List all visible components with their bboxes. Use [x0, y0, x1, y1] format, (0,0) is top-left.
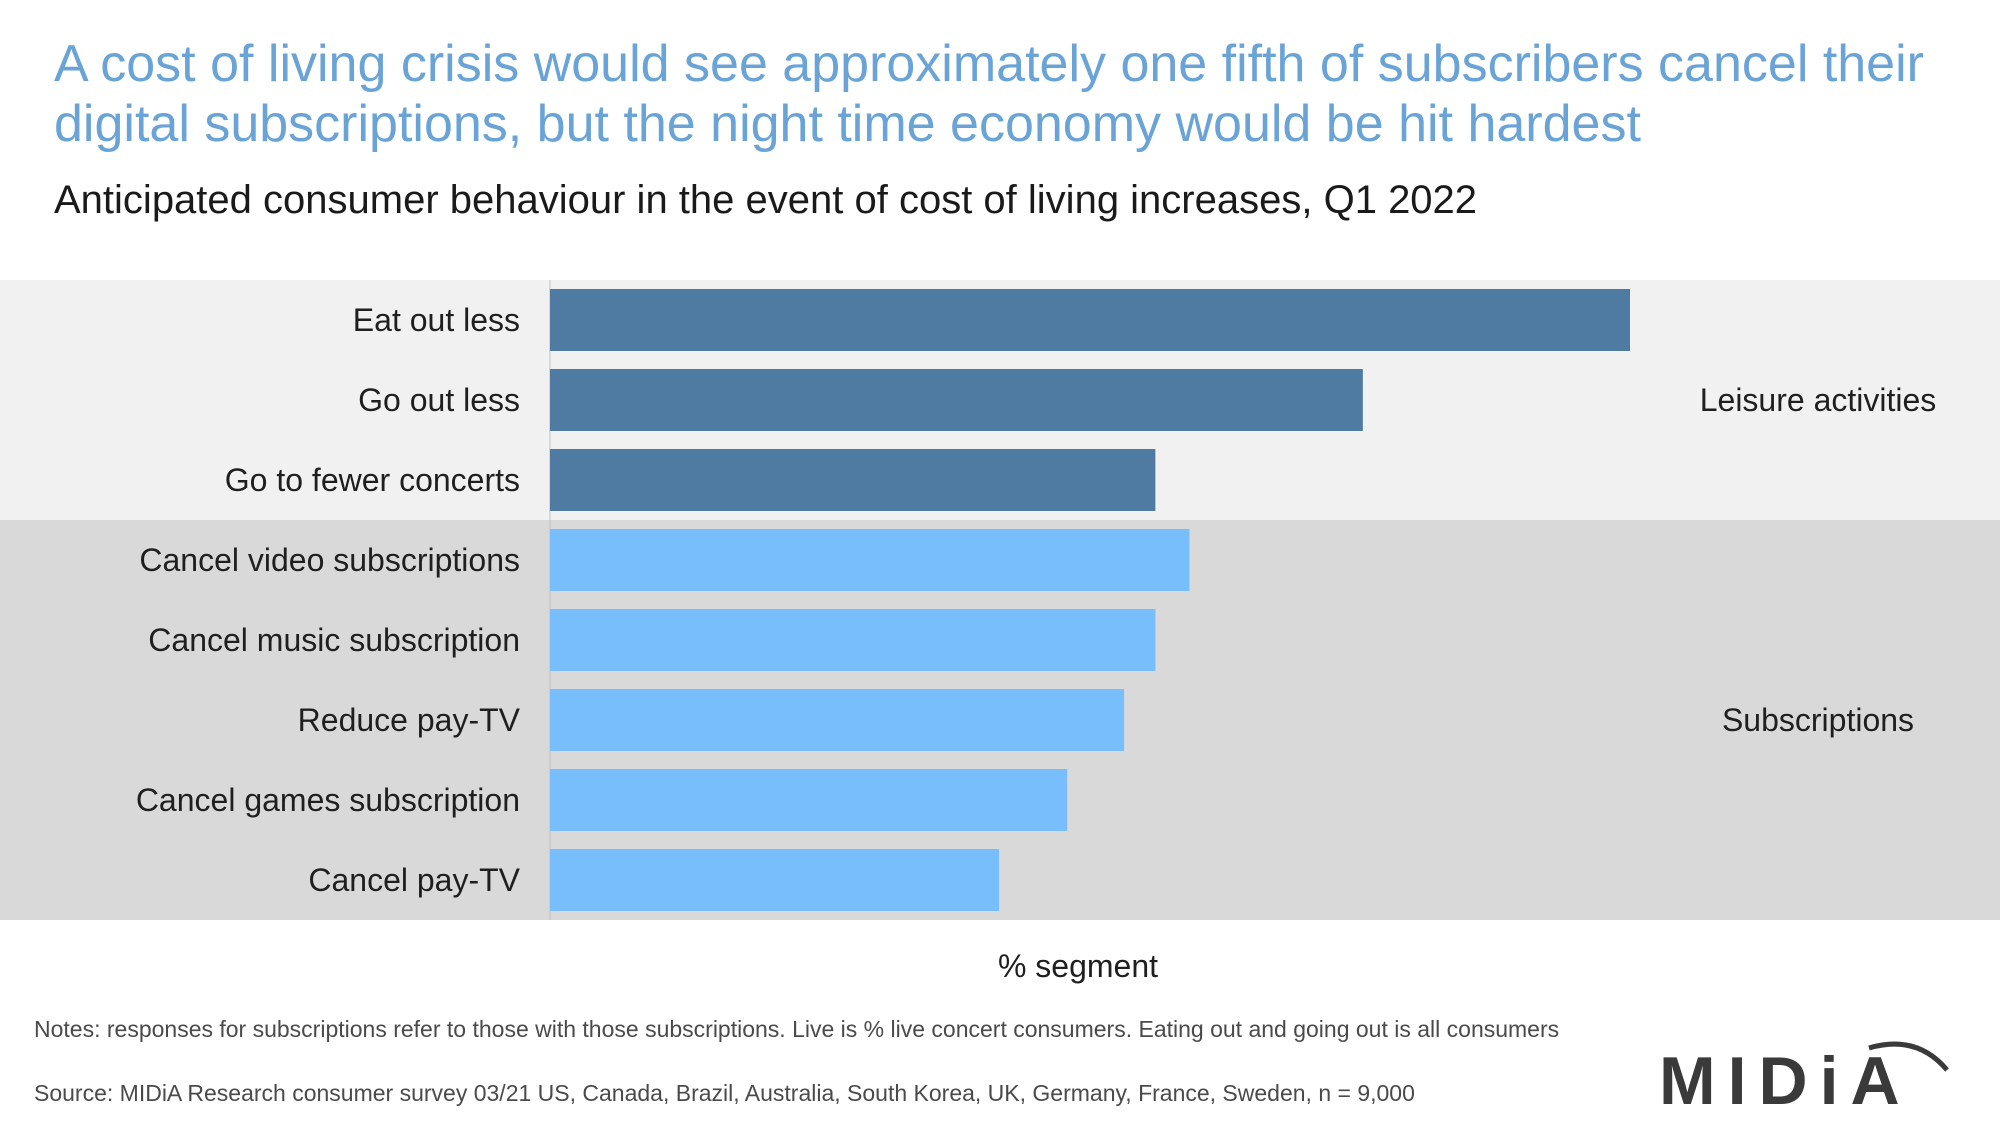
bar [550, 449, 1156, 511]
category-label: Cancel games subscription [136, 782, 520, 818]
category-label: Reduce pay-TV [298, 702, 521, 738]
category-label: Cancel pay-TV [308, 862, 520, 898]
midia-logo: MIDiA [1659, 1041, 1949, 1110]
footnote-source: Source: MIDiA Research consumer survey 0… [34, 1080, 1415, 1106]
logo-swoosh [1868, 1041, 1949, 1072]
bar [550, 689, 1125, 751]
bar [550, 529, 1190, 591]
bar [550, 609, 1156, 671]
group-label: Subscriptions [1722, 702, 1914, 738]
category-label: Go to fewer concerts [225, 462, 520, 498]
bar [550, 769, 1068, 831]
bar-chart: Eat out less Go out less Go to fewer conce… [0, 280, 2000, 920]
bar [550, 289, 1630, 351]
chart-subtitle: Anticipated consumer behaviour in the ev… [54, 178, 1478, 222]
bar [550, 369, 1363, 431]
bar [550, 849, 1000, 911]
chart-title: A cost of living crisis would see approx… [54, 35, 1924, 153]
x-axis-label: % segment [997, 948, 1159, 984]
group-label: Leisure activities [1700, 382, 1937, 418]
logo-text: MIDiA [1659, 1043, 1912, 1110]
footnote-notes: Notes: responses for subscriptions refer… [34, 1016, 1560, 1042]
category-label: Eat out less [353, 302, 520, 338]
category-label: Go out less [358, 382, 520, 418]
category-label: Cancel music subscription [148, 622, 520, 658]
category-label: Cancel video subscriptions [139, 542, 520, 578]
